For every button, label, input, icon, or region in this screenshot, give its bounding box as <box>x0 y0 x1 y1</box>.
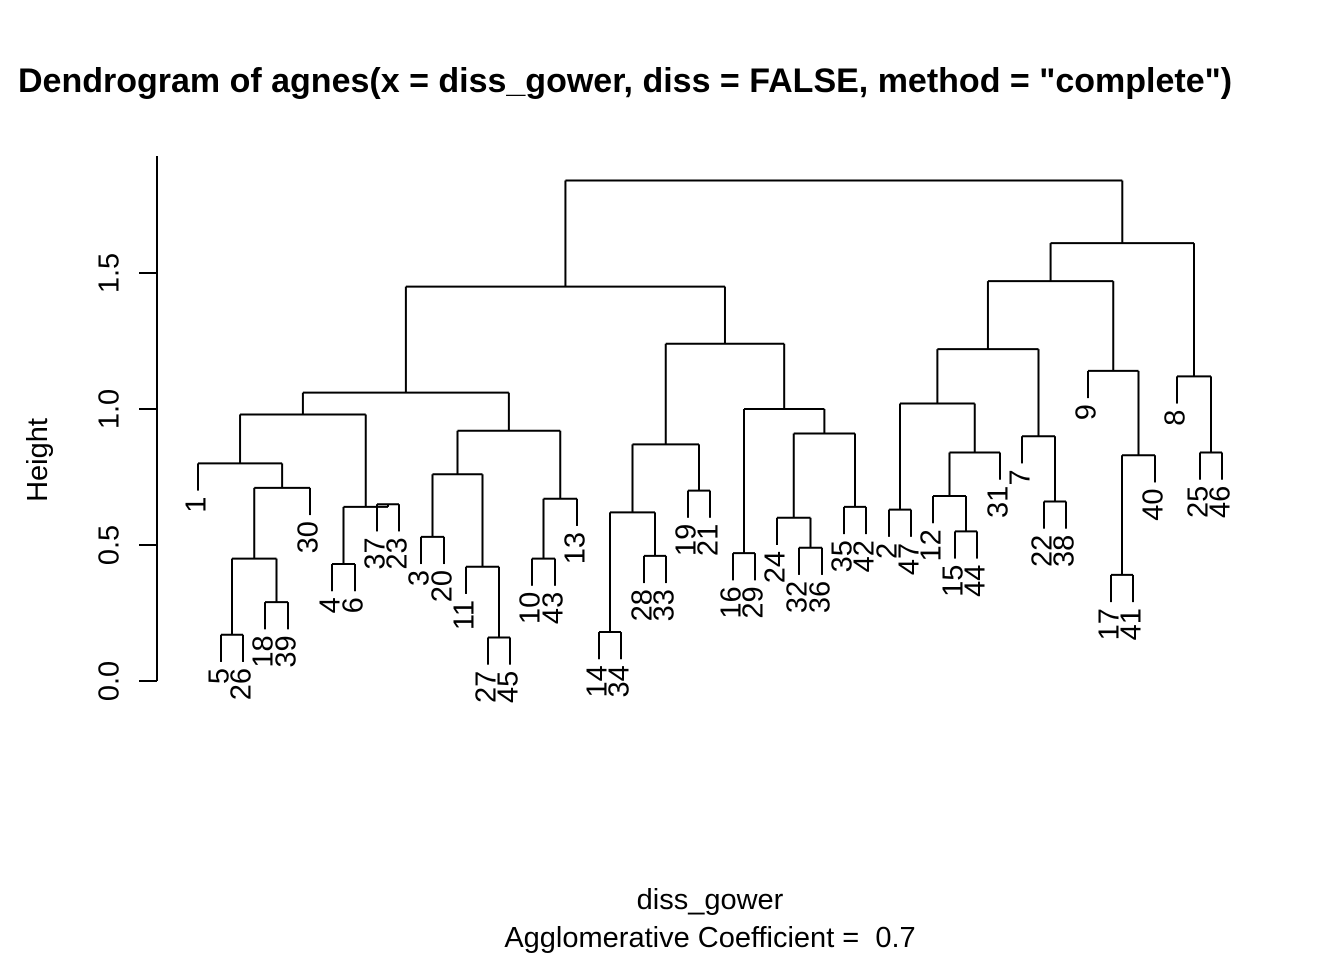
y-tick-label-0.5: 0.5 <box>94 525 126 565</box>
leaf-labels: 1526183930463723320112745104313143428331… <box>181 404 1237 703</box>
leaf-label-41: 41 <box>1116 608 1148 640</box>
y-tick-label-1.5: 1.5 <box>94 253 126 293</box>
leaf-label-7: 7 <box>1005 469 1037 485</box>
leaf-label-39: 39 <box>271 635 303 667</box>
x-axis-label: diss_gower <box>636 884 784 916</box>
leaf-label-10: 10 <box>515 592 547 624</box>
y-tick-label-1.0: 1.0 <box>94 389 126 429</box>
leaf-label-37: 37 <box>360 537 392 569</box>
leaf-label-24: 24 <box>760 551 792 583</box>
y-tick-label-0.0: 0.0 <box>94 661 126 701</box>
leaf-label-26: 26 <box>226 668 258 700</box>
leaf-label-11: 11 <box>449 600 481 630</box>
leaf-label-15: 15 <box>938 565 970 597</box>
y-axis: 0.0 0.5 1.0 1.5 <box>94 156 158 701</box>
leaf-label-12: 12 <box>916 529 948 561</box>
dendrogram-links <box>197 179 1223 665</box>
leaf-label-23: 23 <box>382 537 414 569</box>
leaf-label-25: 25 <box>1183 486 1215 518</box>
chart-title: Dendrogram of agnes(x = diss_gower, diss… <box>18 62 1233 100</box>
leaf-label-2: 2 <box>872 543 904 559</box>
leaf-label-31: 31 <box>983 486 1015 518</box>
leaf-label-19: 19 <box>671 524 703 556</box>
leaf-label-1: 1 <box>181 497 213 513</box>
leaf-label-6: 6 <box>338 597 370 613</box>
leaf-label-14: 14 <box>582 665 614 697</box>
leaf-label-3: 3 <box>404 570 436 586</box>
leaf-label-9: 9 <box>1071 404 1103 420</box>
leaf-label-38: 38 <box>1049 535 1081 567</box>
leaf-label-17: 17 <box>1094 608 1126 640</box>
leaf-label-30: 30 <box>293 521 325 553</box>
leaf-label-34: 34 <box>604 665 636 697</box>
leaf-label-22: 22 <box>1027 535 1059 567</box>
leaf-label-44: 44 <box>960 565 992 597</box>
leaf-label-33: 33 <box>649 589 681 621</box>
leaf-label-13: 13 <box>560 532 592 564</box>
leaf-label-21: 21 <box>693 524 725 556</box>
leaf-label-40: 40 <box>1138 488 1170 520</box>
leaf-label-5: 5 <box>204 668 236 684</box>
leaf-label-45: 45 <box>493 671 525 703</box>
leaf-label-29: 29 <box>738 586 770 618</box>
leaf-label-46: 46 <box>1205 486 1237 518</box>
leaf-label-27: 27 <box>471 671 503 703</box>
leaf-label-28: 28 <box>627 589 659 621</box>
agglomerative-coefficient-label: Agglomerative Coefficient = 0.7 <box>504 922 916 954</box>
leaf-label-16: 16 <box>716 586 748 618</box>
leaf-label-42: 42 <box>849 540 881 572</box>
leaf-label-8: 8 <box>1160 410 1192 426</box>
leaf-label-35: 35 <box>827 540 859 572</box>
leaf-label-32: 32 <box>782 581 814 613</box>
leaf-label-18: 18 <box>248 635 280 667</box>
leaf-label-4: 4 <box>315 597 347 613</box>
leaf-label-36: 36 <box>805 581 837 613</box>
leaf-label-20: 20 <box>427 570 459 602</box>
leaf-label-47: 47 <box>894 543 926 575</box>
leaf-label-43: 43 <box>538 592 570 624</box>
